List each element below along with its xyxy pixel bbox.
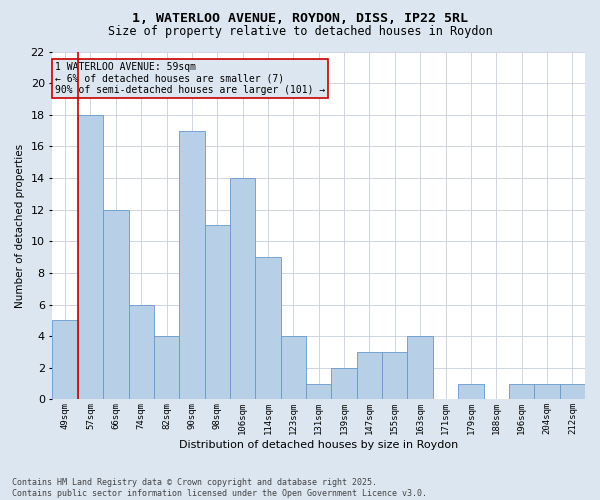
Bar — [357, 352, 382, 400]
Bar — [128, 304, 154, 400]
Text: 1 WATERLOO AVENUE: 59sqm
← 6% of detached houses are smaller (7)
90% of semi-det: 1 WATERLOO AVENUE: 59sqm ← 6% of detache… — [55, 62, 325, 95]
Text: Size of property relative to detached houses in Roydon: Size of property relative to detached ho… — [107, 25, 493, 38]
Bar — [52, 320, 78, 400]
Bar — [509, 384, 534, 400]
Bar — [560, 384, 585, 400]
Bar — [458, 384, 484, 400]
Text: Contains HM Land Registry data © Crown copyright and database right 2025.
Contai: Contains HM Land Registry data © Crown c… — [12, 478, 427, 498]
Bar — [534, 384, 560, 400]
Bar — [78, 115, 103, 400]
Bar — [331, 368, 357, 400]
Bar — [407, 336, 433, 400]
Bar — [179, 130, 205, 400]
Bar — [382, 352, 407, 400]
Bar — [154, 336, 179, 400]
Bar — [256, 257, 281, 400]
Y-axis label: Number of detached properties: Number of detached properties — [15, 144, 25, 308]
Bar — [306, 384, 331, 400]
Bar — [205, 226, 230, 400]
Bar — [281, 336, 306, 400]
Bar — [103, 210, 128, 400]
Text: 1, WATERLOO AVENUE, ROYDON, DISS, IP22 5RL: 1, WATERLOO AVENUE, ROYDON, DISS, IP22 5… — [132, 12, 468, 26]
Bar — [230, 178, 256, 400]
X-axis label: Distribution of detached houses by size in Roydon: Distribution of detached houses by size … — [179, 440, 458, 450]
